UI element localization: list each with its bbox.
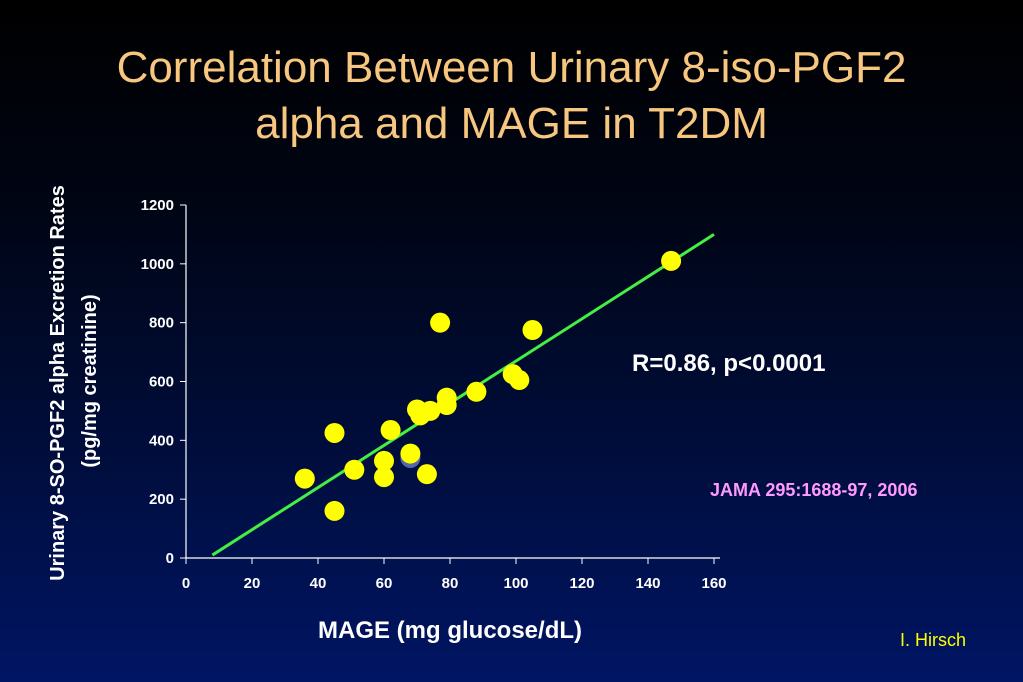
data-point [509,370,530,391]
regression-line [211,233,715,557]
y-tick-label: 800 [149,315,174,332]
y-axis-label-line-2: (pg/mg creatinine) [79,294,101,467]
data-point [436,387,457,408]
x-tick-label: 80 [442,575,459,592]
y-axis-label-line-1: Urinary 8-SO-PGF2 alpha Excretion Rates [47,185,69,581]
x-tick-label: 100 [503,575,528,592]
x-axis-label: MAGE (mg glucose/dL) [318,617,582,644]
author-credit: I. Hirsch [900,630,967,650]
title-line-1: Correlation Between Urinary 8-iso-PGF2 [116,43,907,92]
data-point [430,312,451,333]
x-tick-label: 40 [310,575,327,592]
title-line-2: alpha and MAGE in T2DM [255,99,768,148]
y-tick-label: 400 [149,432,174,449]
data-point [522,320,543,341]
x-tick-label: 120 [569,575,594,592]
y-tick-label: 1000 [141,256,174,273]
y-tick-label: 0 [166,550,174,567]
data-point [416,464,437,485]
data-point [344,459,365,480]
x-tick-label: 160 [701,575,726,592]
x-tick-label: 140 [635,575,660,592]
data-point [374,450,394,471]
x-tick-label: 20 [244,575,261,592]
data-point [661,250,682,271]
data-point [374,467,394,488]
data-point [380,420,401,441]
data-point [400,443,421,464]
data-point [420,400,441,421]
citation: JAMA 295:1688-97, 2006 [710,480,918,500]
data-point [324,500,345,521]
y-tick-label: 1200 [141,197,174,214]
correlation-stat: R=0.86, p<0.0001 [632,350,826,377]
y-tick-label: 600 [149,374,174,391]
y-tick-label: 200 [149,491,174,508]
data-point [324,422,345,443]
data-point [466,381,487,402]
data-point [294,468,315,489]
x-tick-label: 0 [182,575,190,592]
x-tick-label: 60 [376,575,393,592]
slide-title: Correlation Between Urinary 8-iso-PGF2 a… [0,40,1023,152]
